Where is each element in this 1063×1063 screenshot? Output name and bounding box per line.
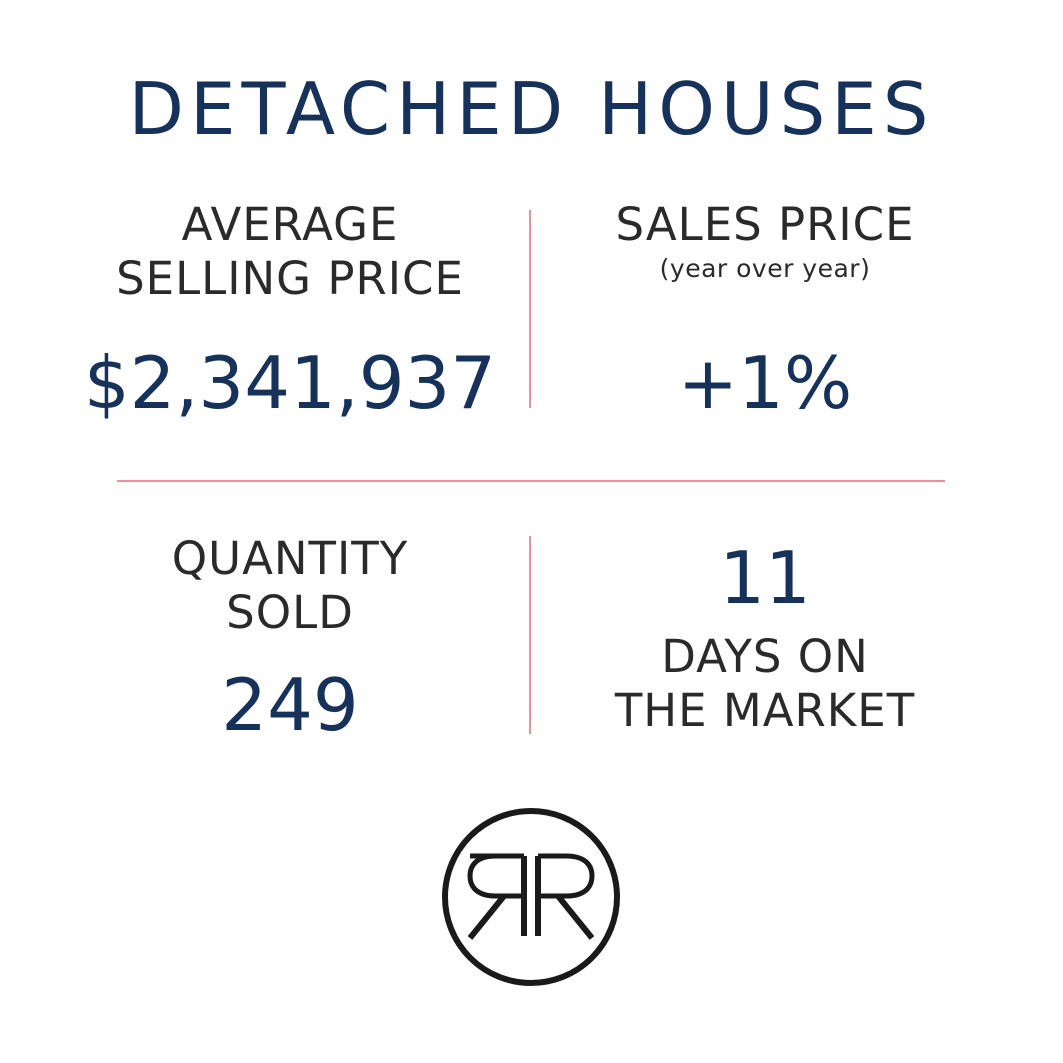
quantity-sold-block: QUANTITY SOLD [60, 532, 520, 640]
horizontal-divider [117, 480, 945, 482]
vertical-divider-bottom [529, 536, 531, 734]
days-on-market-label-line2: THE MARKET [614, 684, 916, 737]
quantity-sold-label-line1: QUANTITY [171, 532, 409, 585]
page-title: DETACHED HOUSES [128, 67, 935, 151]
average-selling-price-label-line2: SELLING PRICE [116, 252, 464, 305]
average-selling-price-block: AVERAGE SELLING PRICE [60, 198, 520, 306]
average-selling-price-label-line1: AVERAGE [181, 198, 399, 251]
sales-price-sublabel: (year over year) [659, 254, 871, 283]
sales-price-block: SALES PRICE (year over year) [560, 198, 970, 284]
rr-monogram-icon [440, 806, 622, 988]
days-on-market-value: 11 [719, 536, 811, 620]
days-on-market-block: DAYS ON THE MARKET [560, 630, 970, 738]
sales-price-value: +1% [677, 341, 853, 425]
average-selling-price-value: $2,341,937 [83, 341, 497, 425]
days-on-market-label-line1: DAYS ON [661, 630, 869, 683]
quantity-sold-value: 249 [221, 663, 359, 747]
vertical-divider-top [529, 210, 531, 408]
quantity-sold-label-line2: SOLD [226, 586, 354, 639]
sales-price-label: SALES PRICE [615, 198, 915, 251]
